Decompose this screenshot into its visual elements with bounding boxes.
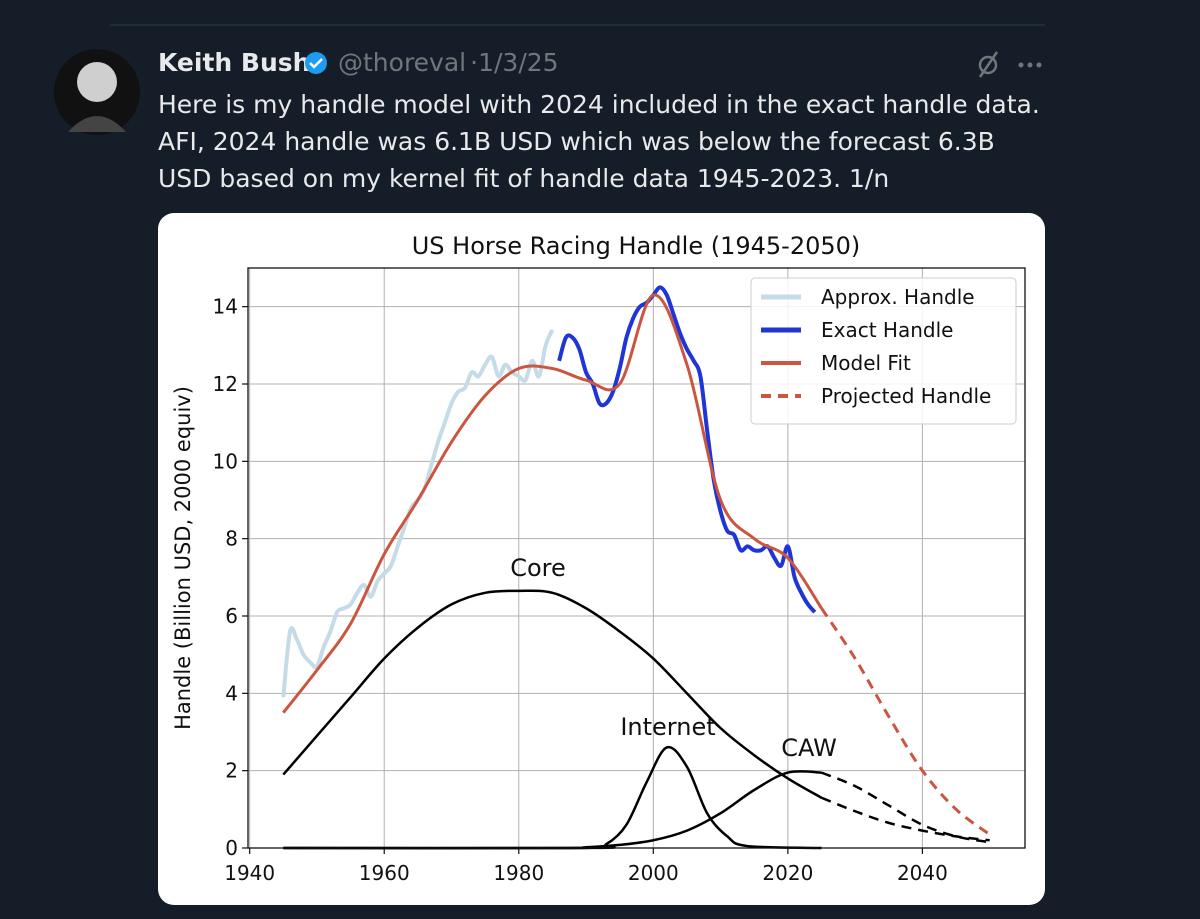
date[interactable]: 1/3/25	[478, 48, 558, 77]
component-projected	[821, 771, 990, 844]
y-tick-label: 0	[225, 836, 238, 860]
badge-bg	[305, 52, 327, 74]
component-label: CAW	[781, 734, 837, 762]
grok-icon[interactable]	[978, 51, 999, 78]
y-tick-label: 8	[225, 527, 238, 551]
series-line	[820, 607, 991, 836]
component-line	[282, 589, 823, 799]
tweet-text-line: AFI, 2024 handle was 6.1B USD which was …	[158, 127, 995, 156]
x-tick-label: 1940	[224, 861, 275, 885]
legend-box	[750, 277, 1017, 425]
tweet-text-line: Here is my handle model with 2024 includ…	[158, 90, 1040, 119]
handle[interactable]: @thoreval	[338, 48, 466, 77]
icon-circle	[978, 55, 998, 75]
component-projected	[821, 796, 990, 842]
verified-badge	[305, 52, 327, 74]
tweet-text-line: USD based on my kernel fit of handle dat…	[158, 164, 889, 193]
y-tick-label: 4	[225, 681, 238, 705]
x-tick-label: 1960	[359, 861, 410, 885]
icon-slash	[978, 51, 999, 78]
component-label: Core	[510, 554, 566, 582]
chart-title: US Horse Racing Handle (1945-2050)	[412, 232, 861, 260]
dot	[1036, 62, 1042, 68]
series-line	[557, 285, 817, 614]
more-icon[interactable]	[1018, 62, 1042, 68]
y-tick-label: 14	[213, 295, 238, 319]
legend-label: Exact Handle	[821, 318, 953, 342]
legend-label: Model Fit	[821, 351, 911, 375]
avatar-face	[77, 62, 117, 102]
dot	[1027, 62, 1033, 68]
y-axis-label: Handle (Billion USD, 2000 equiv)	[171, 386, 195, 730]
dot	[1018, 62, 1024, 68]
component-label: Internet	[620, 713, 715, 741]
x-tick-label: 2020	[762, 861, 813, 885]
y-tick-label: 2	[225, 759, 238, 783]
plot: 1940 1960 1980 2000 2020 2040 0 2 4 6 8 10 12 14 Core I…	[213, 267, 1026, 885]
x-tick-label: 1980	[493, 861, 544, 885]
author-name[interactable]: Keith Bush	[158, 48, 310, 77]
y-tick-label: 12	[213, 372, 238, 396]
tweet-meta[interactable]: @thoreval ·1/3/25	[338, 48, 559, 77]
avatar-body	[68, 116, 126, 132]
x-tick-label: 2040	[897, 861, 948, 885]
y-tick-label: 10	[213, 449, 238, 473]
plot-frame	[247, 267, 1026, 849]
dot: ·	[470, 48, 478, 77]
legend-label: Approx. Handle	[821, 285, 975, 309]
y-tick-label: 6	[225, 604, 238, 628]
x-tick-label: 2000	[628, 861, 679, 885]
series-line	[282, 293, 823, 714]
avatar[interactable]	[54, 49, 140, 135]
badge-check	[309, 58, 323, 69]
legend-label: Projected Handle	[821, 384, 991, 408]
